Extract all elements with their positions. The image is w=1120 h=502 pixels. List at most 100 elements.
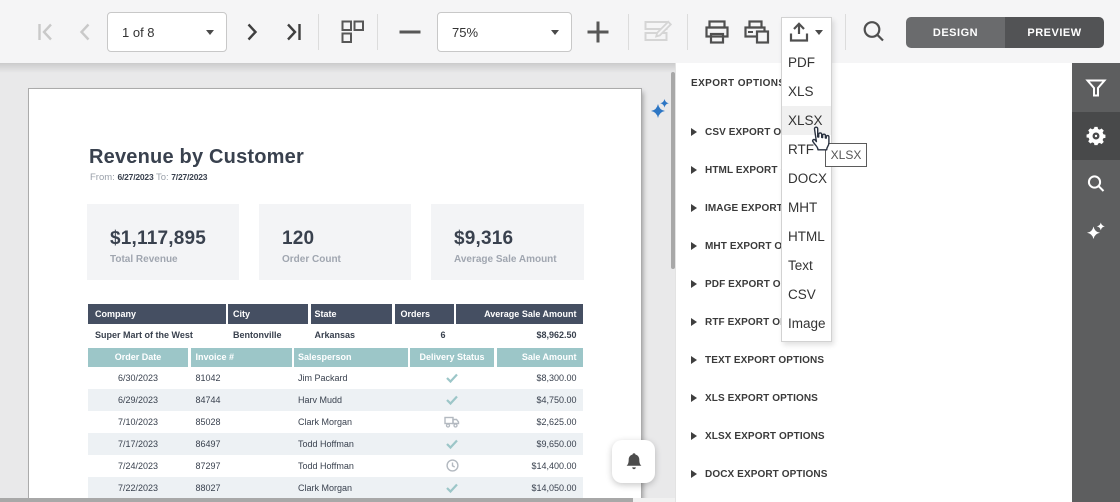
chevron-right-icon [691, 128, 697, 136]
detail-row: 7/22/2023 88027 Clark Morgan $14,050.00 [88, 476, 583, 499]
toolbar-separator [318, 14, 319, 50]
sidebar-ai-button[interactable] [1072, 208, 1120, 256]
first-page-button[interactable] [33, 0, 59, 63]
search-button[interactable] [860, 0, 888, 63]
highlight-editing-fields-button[interactable] [643, 0, 673, 63]
sidebar-search-button[interactable] [1072, 160, 1120, 208]
design-tab[interactable]: DESIGN [906, 17, 1005, 48]
ai-sparkle-icon[interactable] [647, 98, 671, 129]
export-icon [789, 22, 809, 42]
accordion-section-pdf[interactable]: PDF EXPORT OPTIONS [684, 272, 1064, 296]
chevron-right-icon [691, 166, 697, 174]
detail-invoice: 84744 [195, 394, 221, 405]
detail-row: 7/10/2023 85028 Clark Morgan $2,625.00 [88, 411, 583, 433]
customer-orders: 6 [440, 329, 446, 340]
date-from-value: 6/27/2023 [117, 172, 154, 182]
last-page-button[interactable] [280, 0, 306, 63]
print-page-icon [744, 19, 770, 44]
export-menu-item-html[interactable]: HTML [788, 229, 825, 244]
toolbar-separator [628, 14, 629, 50]
stat-value: $9,316 [454, 228, 514, 249]
page-selector-dropdown[interactable]: 1 of 8 [107, 12, 227, 52]
header-city: City [228, 304, 308, 324]
toolbar-separator [377, 14, 378, 50]
stat-label: Total Revenue [110, 253, 178, 265]
detail-invoice: 88027 [195, 482, 221, 493]
stat-value: 120 [282, 228, 315, 249]
zoom-in-button[interactable] [585, 0, 611, 63]
chevron-down-icon [815, 30, 823, 35]
export-menu-item-docx[interactable]: DOCX [788, 171, 828, 186]
export-menu: PDF XLS XLSX RTF DOCX MHT HTML Text CSV Image [782, 48, 831, 341]
sidebar-export-options-button[interactable] [1072, 112, 1120, 160]
export-menu-item-rtf[interactable]: RTF [788, 142, 814, 157]
vertical-scrollbar-thumb[interactable] [671, 72, 675, 269]
detail-amount: $14,400.00 [531, 460, 577, 471]
detail-header-row: Order Date Invoice # Salesperson Deliver… [88, 347, 583, 367]
accordion-section-label: XLS EXPORT OPTIONS [705, 392, 818, 404]
accordion-section-html[interactable]: HTML EXPORT OPTIONS [684, 158, 1064, 182]
export-menu-item-xls[interactable]: XLS [788, 84, 814, 99]
zoom-level-dropdown[interactable]: 75% [437, 12, 572, 52]
notification-button[interactable] [612, 440, 655, 483]
accordion-section-text[interactable]: TEXT EXPORT OPTIONS [684, 348, 1064, 372]
accordion-section-csv[interactable]: CSV EXPORT OPTIONS [684, 120, 1064, 144]
accordion-section-label: RTF EXPORT OPTIONS [705, 316, 818, 328]
stat-label: Order Count [282, 253, 341, 265]
accordion-section-xls[interactable]: XLS EXPORT OPTIONS [684, 386, 1064, 410]
export-button[interactable] [782, 18, 831, 48]
export-options-panel: EXPORT OPTIONS CSV EXPORT OPTIONS HTML EX… [675, 63, 1072, 502]
multipage-toggle-button[interactable] [336, 0, 366, 63]
next-page-button[interactable] [241, 0, 263, 63]
previous-page-button[interactable] [74, 0, 96, 63]
export-menu-item-text[interactable]: Text [788, 258, 813, 273]
gear-icon [1086, 126, 1106, 146]
date-to-value: 7/27/2023 [171, 172, 208, 182]
export-menu-item-image[interactable]: Image [788, 316, 826, 331]
delivery-status-pending-icon [410, 455, 494, 477]
multipage-icon [341, 20, 364, 43]
accordion-section-image[interactable]: IMAGE EXPORT OPTIONS [684, 196, 1064, 220]
date-from-label: From: [90, 172, 115, 183]
export-menu-item-pdf[interactable]: PDF [788, 55, 815, 70]
stat-value: $1,117,895 [110, 228, 207, 249]
report-title: Revenue by Customer [89, 146, 304, 168]
stat-label: Average Sale Amount [454, 253, 557, 265]
accordion-section-label: CSV EXPORT OPTIONS [705, 126, 820, 138]
detail-amount: $8,300.00 [536, 372, 577, 383]
chevron-down-icon [551, 29, 559, 35]
print-button[interactable] [703, 0, 731, 63]
detail-row: 6/29/2023 84744 Harv Mudd $4,750.00 [88, 388, 583, 411]
horizontal-scrollbar-thumb[interactable] [0, 498, 633, 502]
accordion-section-rtf[interactable]: RTF EXPORT OPTIONS [684, 310, 1064, 334]
export-menu-item-xlsx[interactable]: XLSX [782, 106, 831, 135]
accordion-section-label: DOCX EXPORT OPTIONS [705, 468, 828, 480]
preview-tab[interactable]: PREVIEW [1005, 17, 1104, 48]
design-preview-toggle: DESIGN PREVIEW [906, 17, 1104, 48]
detail-amount: $4,750.00 [536, 394, 577, 405]
detail-date: 7/22/2023 [117, 482, 159, 493]
detail-amount: $9,650.00 [536, 438, 577, 449]
toolbar-shadow [0, 63, 675, 73]
stat-card-order-count: 120 Order Count [259, 204, 411, 280]
plus-icon [587, 21, 609, 42]
chevron-right-icon [691, 432, 697, 440]
zoom-out-button[interactable] [397, 0, 423, 63]
edit-fields-icon [644, 20, 672, 41]
detail-header-delivery-status: Delivery Status [410, 347, 494, 367]
header-average-sale-amount: Average Sale Amount [456, 304, 583, 324]
export-menu-item-mht[interactable]: MHT [788, 200, 818, 215]
export-menu-item-csv[interactable]: CSV [788, 287, 816, 302]
sidebar-parameters-button[interactable] [1072, 64, 1120, 112]
stat-card-total-revenue: $1,117,895 Total Revenue [87, 204, 239, 280]
detail-salesperson: Todd Hoffman [298, 460, 354, 471]
accordion-section-docx[interactable]: DOCX EXPORT OPTIONS [684, 462, 1064, 486]
detail-header-salesperson: Salesperson [294, 347, 408, 367]
detail-invoice: 81042 [195, 372, 221, 383]
toolbar: 1 of 8 7 [0, 0, 1120, 63]
accordion-section-mht[interactable]: MHT EXPORT OPTIONS [684, 234, 1064, 258]
print-page-button[interactable] [743, 0, 771, 63]
accordion-section-label: TEXT EXPORT OPTIONS [705, 354, 825, 366]
accordion-section-xlsx[interactable]: XLSX EXPORT OPTIONS [684, 424, 1064, 448]
